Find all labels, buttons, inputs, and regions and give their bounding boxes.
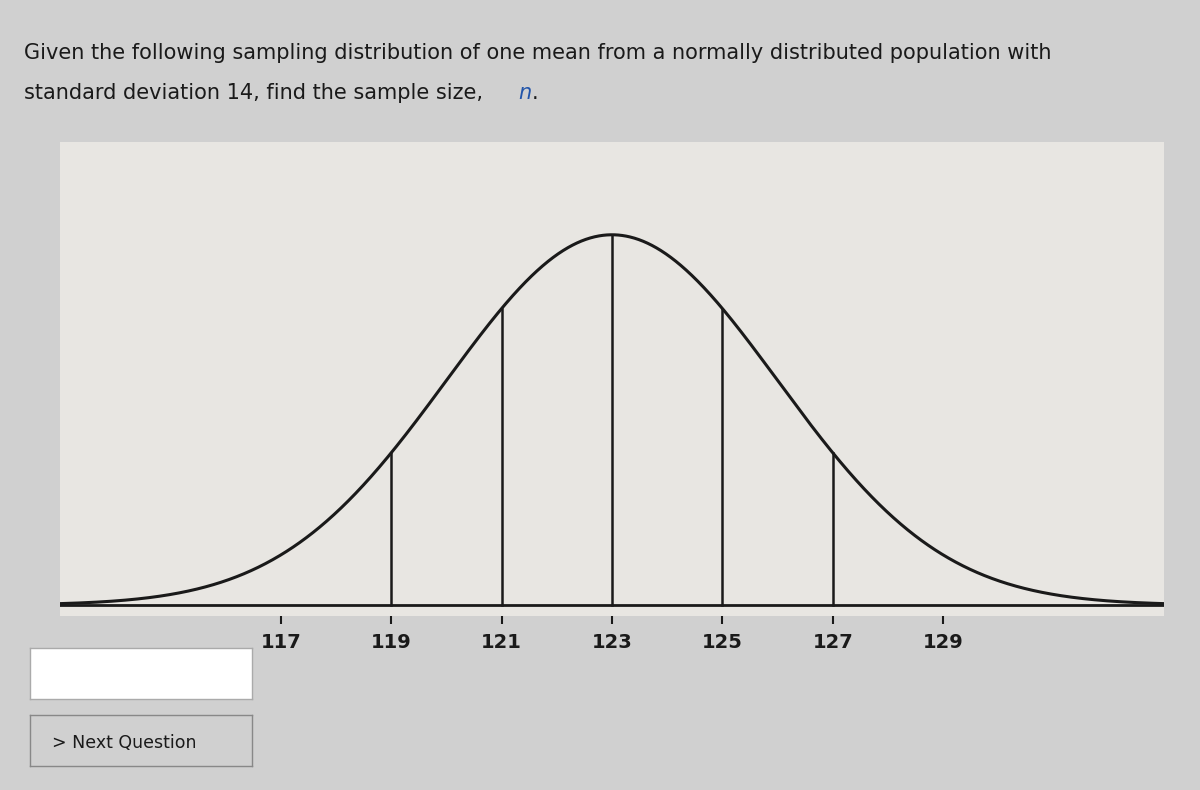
Text: > Next Question: > Next Question xyxy=(53,734,197,752)
Text: standard deviation 14, find the sample size,: standard deviation 14, find the sample s… xyxy=(24,83,490,103)
Text: .: . xyxy=(532,83,539,103)
Text: Given the following sampling distribution of one mean from a normally distribute: Given the following sampling distributio… xyxy=(24,43,1051,63)
Text: n: n xyxy=(518,83,532,103)
